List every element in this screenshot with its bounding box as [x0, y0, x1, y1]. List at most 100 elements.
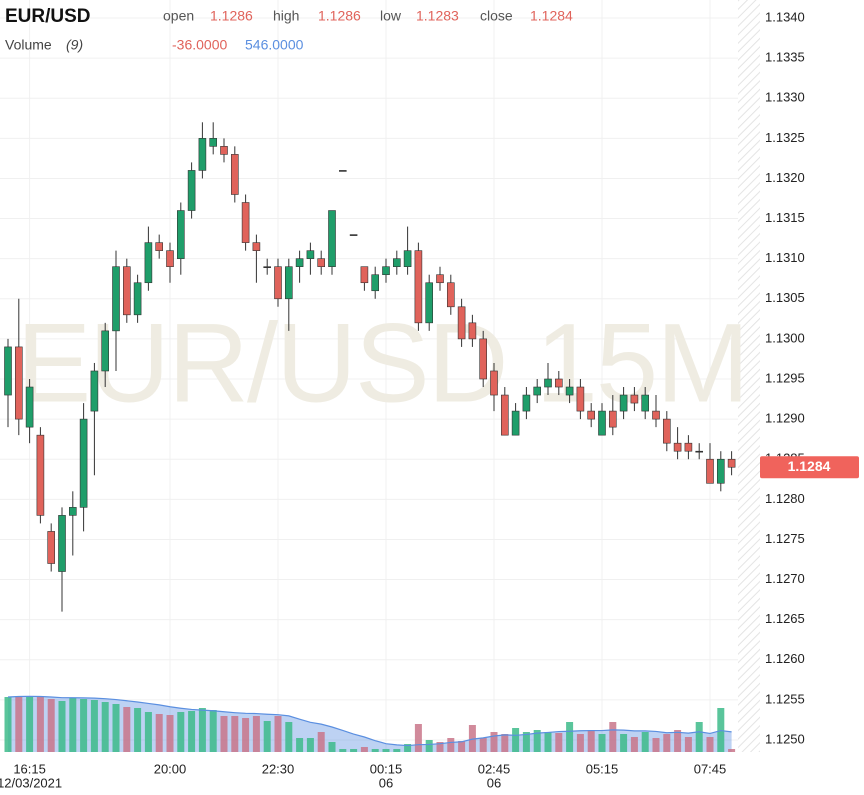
candle-body: [641, 394, 650, 412]
candle-body: [177, 210, 185, 259]
y-tick-label: 1.1315: [765, 210, 805, 225]
candle-body: [554, 378, 563, 388]
candle-body: [187, 170, 196, 211]
candle-body: [382, 266, 390, 276]
low-value: 1.1283: [416, 8, 459, 24]
y-tick-label: 1.1290: [765, 411, 805, 426]
volume-bar: [663, 734, 671, 752]
candle-body: [349, 234, 358, 236]
candle-body: [716, 458, 725, 484]
volume-bar: [166, 715, 174, 752]
volume-bar: [706, 737, 714, 752]
volume-bar: [544, 732, 552, 752]
candle-body: [133, 282, 142, 316]
volume-bar: [576, 734, 584, 752]
volume-bar: [231, 716, 239, 752]
candle-body: [490, 370, 498, 396]
candle-body: [392, 258, 401, 267]
volume-bar: [598, 734, 606, 752]
volume-bar: [641, 732, 649, 752]
volume-bar: [414, 724, 422, 752]
candle-body: [317, 258, 326, 267]
y-tick-label: 1.1310: [765, 250, 805, 265]
low-label: low: [380, 8, 402, 24]
volume-bar: [47, 699, 55, 752]
x-tick-label: 07:45: [694, 761, 727, 776]
candle-body: [252, 242, 261, 251]
y-tick-label: 1.1320: [765, 170, 805, 185]
volume-bar: [328, 742, 336, 752]
candle-body: [328, 210, 336, 267]
close-value: 1.1284: [530, 8, 573, 24]
x-tick-label: 22:30: [262, 761, 295, 776]
volume-bar: [69, 698, 77, 752]
volume-label: Volume: [5, 37, 52, 53]
candle-body: [511, 410, 520, 436]
candle-body: [544, 378, 552, 388]
candle-body: [727, 458, 736, 468]
volume-bar: [404, 744, 412, 752]
y-tick-label: 1.1265: [765, 611, 805, 626]
price-tag: [760, 456, 859, 479]
candle-body: [101, 330, 109, 372]
volume-bar: [144, 712, 152, 752]
volume-bar: [393, 749, 401, 752]
candle-body: [69, 507, 77, 516]
y-tick-label: 1.1300: [765, 330, 805, 345]
candle-body: [630, 394, 639, 404]
volume-bar: [501, 734, 509, 752]
y-tick-label: 1.1260: [765, 651, 805, 666]
volume-bar: [123, 707, 131, 752]
volume-bar: [533, 730, 541, 752]
y-tick-label: 1.1280: [765, 491, 805, 506]
candle-body: [587, 410, 596, 420]
x-tick-sublabel: 06: [487, 775, 501, 790]
volume-bar: [652, 738, 660, 752]
volume-bar: [695, 722, 703, 752]
watermark: EUR/USD 15M: [16, 301, 747, 426]
candle-body: [123, 266, 131, 316]
volume-bar: [252, 716, 260, 752]
x-tick-label: 02:45: [478, 761, 511, 776]
y-tick-label: 1.1335: [765, 50, 805, 65]
volume-bar: [555, 733, 563, 752]
volume-bar: [58, 701, 66, 752]
volume-ma-line: [7, 695, 732, 747]
volume-bar: [620, 734, 628, 752]
volume-bar: [209, 710, 217, 752]
candle-body: [274, 266, 282, 300]
volume-bar: [447, 738, 455, 752]
candle-body: [198, 138, 207, 171]
volume-bar: [630, 737, 638, 752]
future-area: [738, 0, 760, 752]
volume-bar: [490, 732, 498, 752]
volume-bar: [350, 749, 358, 752]
high-label: high: [273, 8, 299, 24]
volume-bar: [4, 697, 12, 752]
candle-body: [436, 274, 444, 284]
volume-bar: [317, 732, 325, 752]
volume-bar: [468, 725, 476, 752]
x-tick-label: 20:00: [154, 761, 187, 776]
candle-body: [619, 394, 628, 412]
volume-bar: [609, 722, 617, 752]
y-tick-label: 1.1305: [765, 290, 805, 305]
candle-body: [90, 370, 99, 412]
candle-body: [565, 386, 574, 396]
volume-bar: [728, 749, 736, 752]
volume-bar: [296, 738, 304, 752]
candle-body: [652, 410, 660, 420]
y-tick-label: 1.1255: [765, 691, 805, 706]
candle-body: [112, 266, 120, 332]
x-tick-sublabel: 06: [379, 775, 393, 790]
volume-period: (9): [66, 37, 83, 53]
candle-body: [695, 450, 704, 453]
volume-bar: [371, 749, 379, 752]
volume-bar: [198, 708, 206, 752]
volume-bar: [684, 737, 692, 752]
candle-body: [241, 202, 250, 243]
candle-body: [284, 266, 293, 300]
candle-body: [479, 338, 488, 380]
